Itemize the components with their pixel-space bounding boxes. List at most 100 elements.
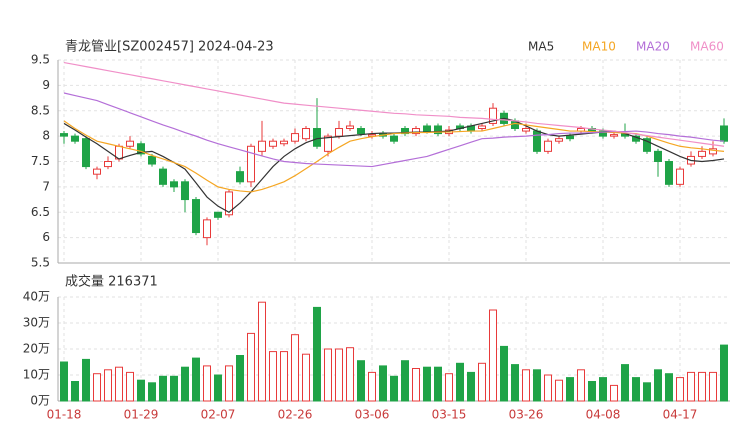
x-tick-label: 04-08 bbox=[586, 408, 621, 422]
candle-body bbox=[478, 125, 486, 130]
candle-body bbox=[709, 148, 717, 155]
candle-body bbox=[698, 150, 706, 157]
candle-body bbox=[676, 168, 684, 185]
legend-label: MA10 bbox=[582, 40, 616, 54]
ma-line bbox=[63, 61, 725, 147]
volume-bar bbox=[456, 362, 464, 402]
candle-body bbox=[324, 135, 332, 152]
candle-body bbox=[82, 138, 90, 168]
volume-bar bbox=[236, 355, 244, 402]
volume-bar bbox=[313, 306, 321, 402]
volume-bar bbox=[159, 375, 167, 402]
y-tick-label: 5.5 bbox=[31, 256, 50, 270]
volume-bar bbox=[214, 374, 222, 402]
x-tick-label: 03-15 bbox=[432, 408, 467, 422]
volume-bar bbox=[566, 377, 574, 402]
candle-body bbox=[423, 125, 431, 132]
volume-bar bbox=[478, 362, 486, 402]
volume-bar bbox=[401, 360, 409, 402]
candle-body bbox=[522, 128, 530, 132]
y-tick-label: 8.5 bbox=[31, 103, 50, 117]
volume-bar bbox=[302, 353, 310, 402]
volume-bar bbox=[632, 377, 640, 402]
volume-bar bbox=[324, 348, 332, 402]
y-tick-label: 10万 bbox=[23, 368, 50, 382]
candle-body bbox=[258, 140, 266, 152]
volume-bar bbox=[500, 345, 508, 402]
volume-bar bbox=[60, 361, 68, 402]
volume-bar bbox=[412, 368, 420, 402]
volume-bar bbox=[126, 371, 134, 402]
candle-body bbox=[159, 168, 167, 185]
volume-bar bbox=[555, 379, 563, 402]
volume-bar bbox=[654, 369, 662, 402]
volume-bar bbox=[357, 360, 365, 402]
volume-bar bbox=[247, 332, 255, 402]
x-tick-label: 03-06 bbox=[355, 408, 390, 422]
candle-body bbox=[104, 161, 112, 168]
volume-bar bbox=[621, 364, 629, 402]
candle-body bbox=[214, 211, 222, 218]
volume-bar bbox=[82, 358, 90, 402]
x-tick-label: 03-26 bbox=[509, 408, 544, 422]
candle-body bbox=[203, 219, 211, 239]
candle-body bbox=[313, 128, 321, 147]
candle-body bbox=[599, 130, 607, 137]
legend-label: MA5 bbox=[528, 40, 554, 54]
volume-bar bbox=[489, 309, 497, 402]
candle-body bbox=[533, 130, 541, 152]
volume-bar bbox=[467, 371, 475, 402]
volume-bar bbox=[522, 369, 530, 402]
x-tick-label: 02-07 bbox=[201, 408, 236, 422]
x-tick-label: 02-26 bbox=[278, 408, 313, 422]
volume-bar bbox=[577, 369, 585, 402]
y-tick-label: 8 bbox=[42, 129, 50, 143]
y-tick-label: 7 bbox=[42, 179, 50, 193]
volume-bar bbox=[665, 373, 673, 402]
volume-bar bbox=[192, 357, 200, 402]
volume-bar bbox=[533, 369, 541, 402]
candle-body bbox=[346, 125, 354, 130]
candle-body bbox=[720, 125, 728, 142]
y-tick-label: 20万 bbox=[23, 342, 50, 356]
candle-body bbox=[357, 128, 365, 135]
candle-body bbox=[665, 161, 673, 185]
volume-bar bbox=[445, 373, 453, 402]
ma-line bbox=[63, 120, 725, 193]
y-tick-label: 6 bbox=[42, 230, 50, 244]
volume-bar bbox=[203, 365, 211, 402]
y-tick-label: 30万 bbox=[23, 316, 50, 330]
volume-bar bbox=[71, 381, 79, 402]
volume-bar bbox=[544, 374, 552, 402]
volume-bar bbox=[137, 379, 145, 402]
volume-bar bbox=[104, 369, 112, 402]
volume-bar bbox=[423, 366, 431, 402]
candle-body bbox=[181, 181, 189, 201]
volume-bar bbox=[269, 351, 277, 402]
volume-bar bbox=[643, 382, 651, 402]
volume-bar bbox=[720, 344, 728, 402]
legend-label: MA20 bbox=[636, 40, 670, 54]
y-tick-label: 6.5 bbox=[31, 205, 50, 219]
candle-body bbox=[412, 128, 420, 135]
candle-body bbox=[390, 135, 398, 142]
volume-bar bbox=[115, 366, 123, 402]
candle-body bbox=[71, 135, 79, 142]
volume-bar bbox=[368, 371, 376, 402]
candle-body bbox=[137, 143, 145, 155]
y-tick-label: 9 bbox=[42, 78, 50, 92]
y-tick-label: 40万 bbox=[23, 290, 50, 304]
volume-bar bbox=[599, 377, 607, 402]
candle-body bbox=[555, 138, 563, 142]
volume-bar bbox=[676, 377, 684, 402]
volume-title: 成交量 216371 bbox=[65, 274, 158, 290]
candle-body bbox=[654, 150, 662, 163]
volume-bar bbox=[258, 301, 266, 402]
volume-bar bbox=[181, 366, 189, 402]
x-tick-label: 04-17 bbox=[663, 408, 698, 422]
volume-bar bbox=[610, 384, 618, 402]
candle-body bbox=[126, 140, 134, 147]
candle-body bbox=[280, 140, 288, 145]
volume-bar bbox=[709, 371, 717, 402]
